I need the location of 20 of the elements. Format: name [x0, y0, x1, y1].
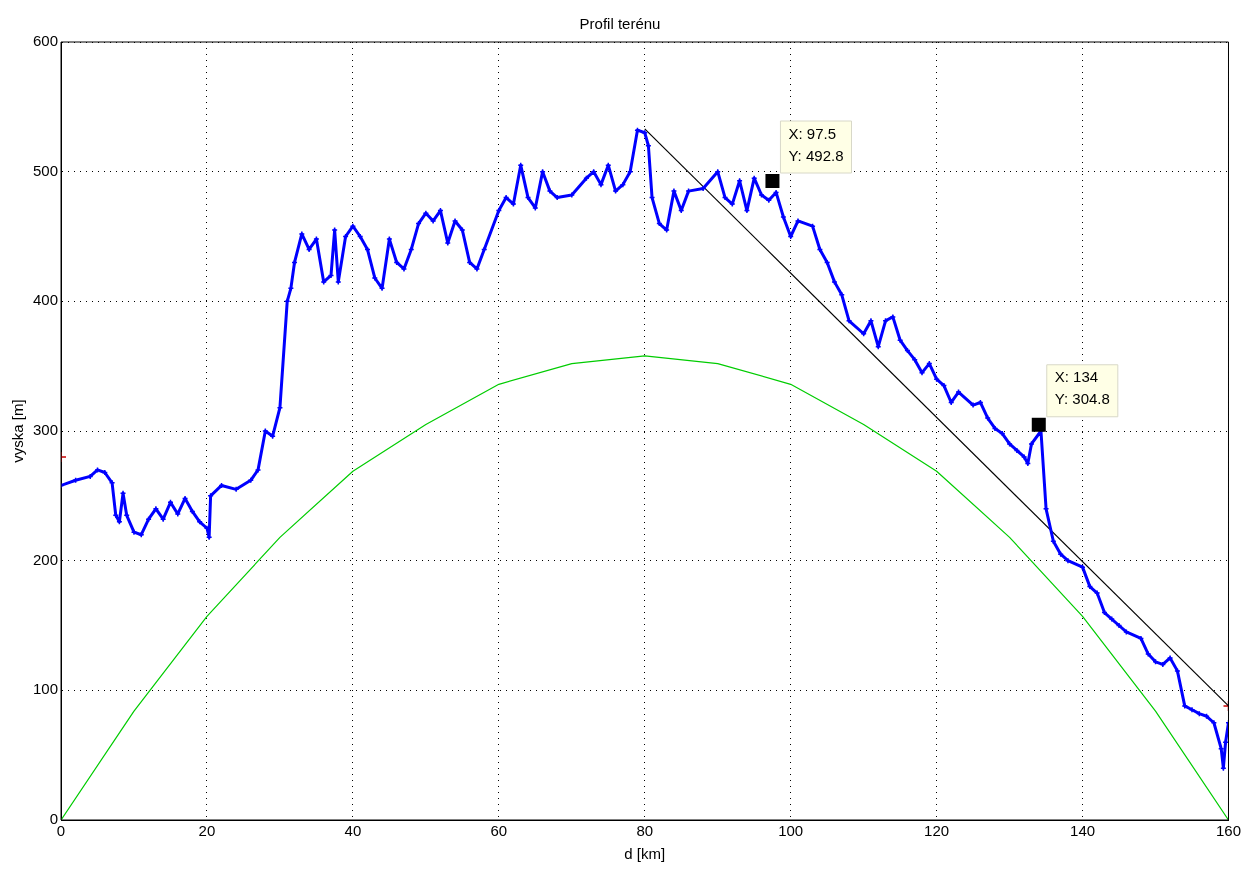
x-axis-title: d [km]	[624, 845, 666, 863]
x-tick-label: 140	[1070, 822, 1096, 840]
x-tick-label: 20	[198, 822, 216, 840]
chart-title: Profil terénu	[579, 15, 661, 33]
y-tick-label: 600	[33, 32, 59, 50]
x-tick-label: 160	[1215, 822, 1241, 840]
x-tick-label: 80	[636, 822, 654, 840]
x-tick-label: 120	[924, 822, 950, 840]
annotation: X: 97.5 Y: 492.8	[788, 124, 844, 164]
y-tick-label: 100	[33, 680, 59, 698]
y-tick-label: 0	[49, 810, 59, 828]
y-tick-label: 400	[33, 291, 59, 309]
y-tick-label: 500	[33, 161, 59, 179]
y-tick-label: 200	[33, 550, 59, 568]
y-axis-title: vyska [m]	[9, 399, 27, 463]
x-tick-label: 100	[778, 822, 804, 840]
y-tick-label: 300	[33, 421, 59, 439]
annotation: X: 134 Y: 304.8	[1054, 368, 1110, 408]
x-tick-label: 60	[490, 822, 508, 840]
x-tick-label: 40	[344, 822, 362, 840]
